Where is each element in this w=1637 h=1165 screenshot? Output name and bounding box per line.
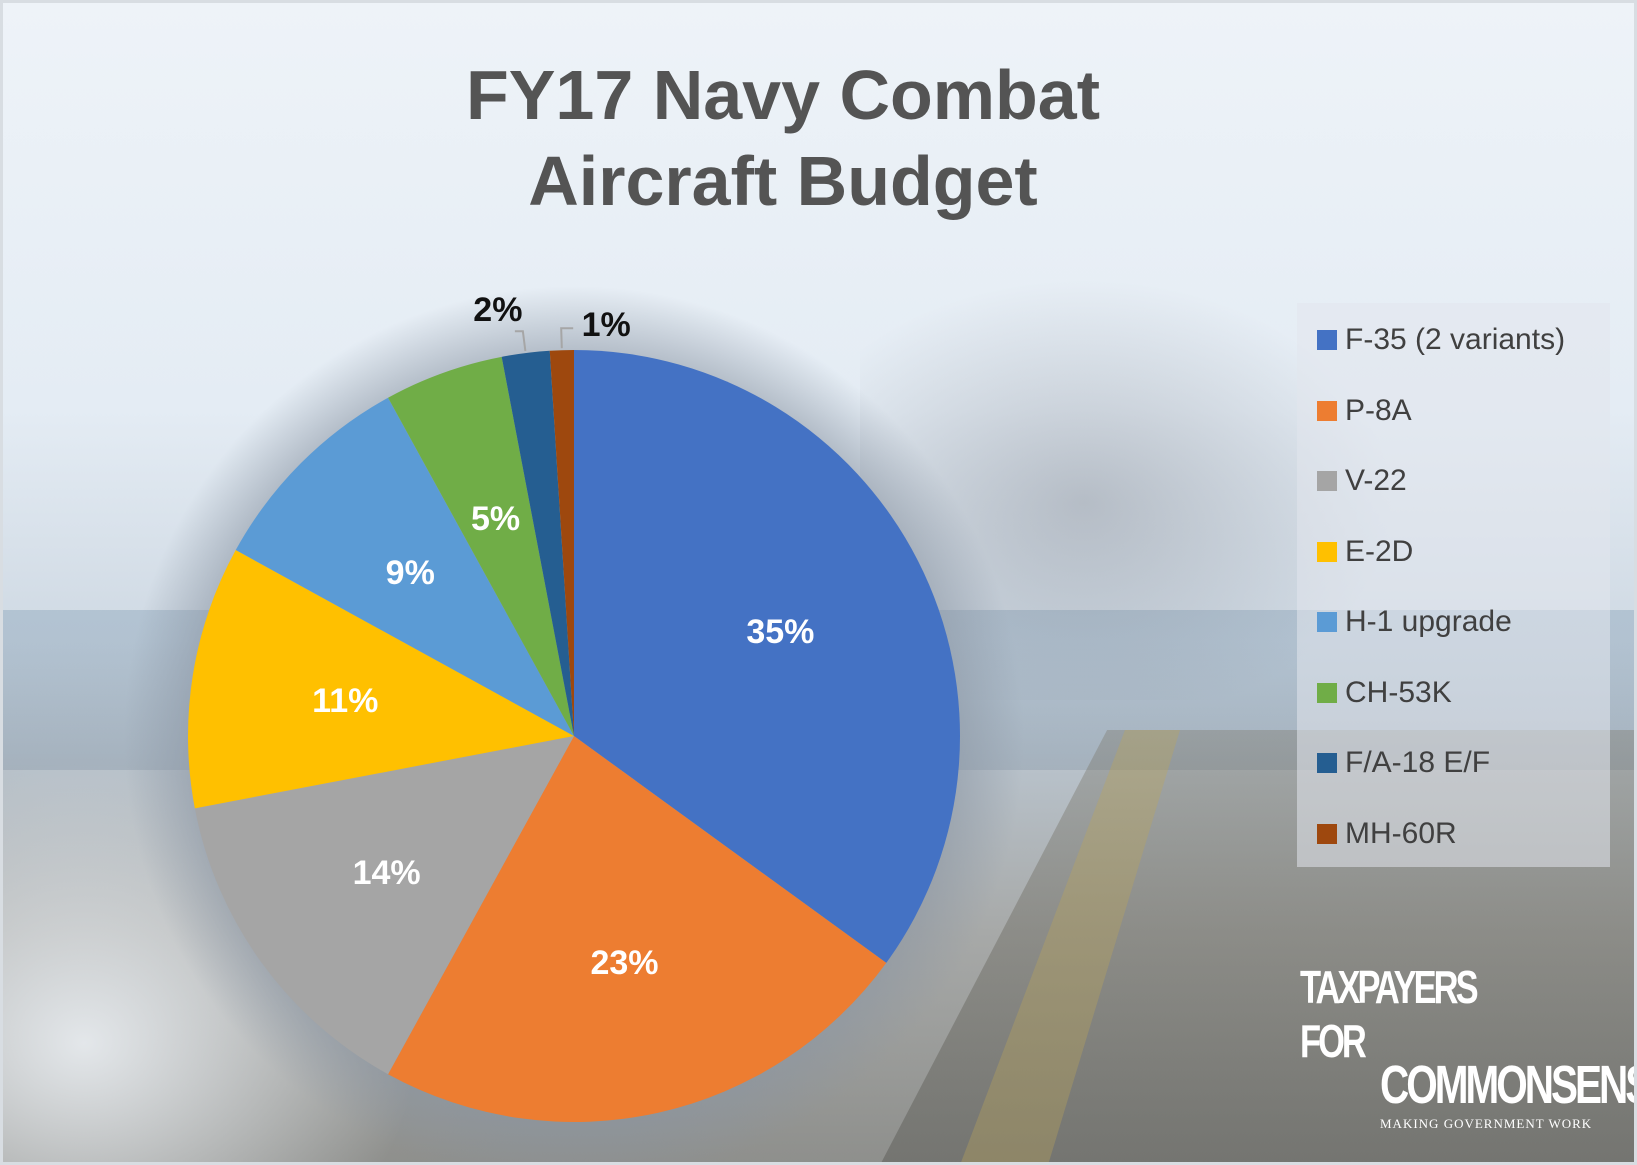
leader-line-6	[514, 330, 527, 352]
pie-slice-3	[188, 550, 574, 809]
title-line-1: FY17 Navy Combat	[465, 56, 1101, 134]
title-line-2: Aircraft Budget	[528, 142, 1038, 220]
data-label-1: 23%	[590, 944, 658, 982]
legend-label: V-22	[1345, 464, 1407, 497]
legend-item: E-2D	[1317, 534, 1414, 568]
data-label-0: 35%	[746, 613, 814, 651]
taxpayers-logo: TAXPAYERS FOR COMMONSENSE MAKING GOVERNM…	[1300, 960, 1637, 1132]
data-label-5: 5%	[471, 500, 520, 538]
legend-item: MH-60R	[1317, 816, 1457, 850]
pie-slice-4	[235, 397, 575, 736]
legend-item: F-35 (2 variants)	[1317, 323, 1566, 356]
legend-swatch	[1317, 330, 1337, 350]
legend: F-35 (2 variants) P-8A V-22 E-2D H-1 upgrade…	[1297, 303, 1610, 867]
legend-label: CH-53K	[1345, 675, 1452, 709]
legend-swatch	[1317, 400, 1337, 421]
legend-item: V-22	[1317, 464, 1407, 497]
logo-tagline: MAKING GOVERNMENT WORK	[1380, 1116, 1593, 1131]
legend-label: F/A-18 E/F	[1345, 746, 1491, 779]
legend-swatch	[1317, 682, 1337, 703]
legend-item: H-1 upgrade	[1317, 605, 1512, 638]
legend-item: F/A-18 E/F	[1317, 746, 1491, 779]
data-label-4: 9%	[386, 554, 435, 592]
legend-swatch	[1317, 471, 1337, 491]
legend-swatch	[1317, 823, 1337, 844]
data-label-3: 11%	[312, 682, 378, 720]
legend-label: E-2D	[1345, 534, 1414, 568]
legend-swatch	[1317, 612, 1337, 632]
legend-item: CH-53K	[1317, 675, 1452, 709]
data-label-7: 1%	[582, 306, 631, 344]
legend-item: P-8A	[1317, 393, 1412, 427]
pie-slice-5	[388, 356, 574, 736]
legend-swatch	[1317, 753, 1337, 773]
pie-slice-7	[549, 350, 574, 736]
pie-slice-6	[501, 350, 574, 736]
data-label-6: 2%	[473, 291, 522, 329]
legend-label: P-8A	[1345, 393, 1412, 427]
legend-swatch	[1317, 541, 1337, 562]
legend-label: F-35 (2 variants)	[1345, 323, 1566, 356]
pie-slice-1	[388, 736, 887, 1122]
chart-title: FY17 Navy Combat Aircraft Budget	[0, 52, 1566, 224]
logo-line-1: TAXPAYERS FOR	[1300, 961, 1479, 1067]
pie-slice-0	[574, 350, 960, 963]
legend-label: MH-60R	[1345, 816, 1457, 850]
data-label-2: 14%	[353, 854, 421, 892]
leader-line-7	[560, 327, 574, 349]
pie-slice-2	[194, 736, 574, 1075]
legend-label: H-1 upgrade	[1345, 605, 1512, 638]
